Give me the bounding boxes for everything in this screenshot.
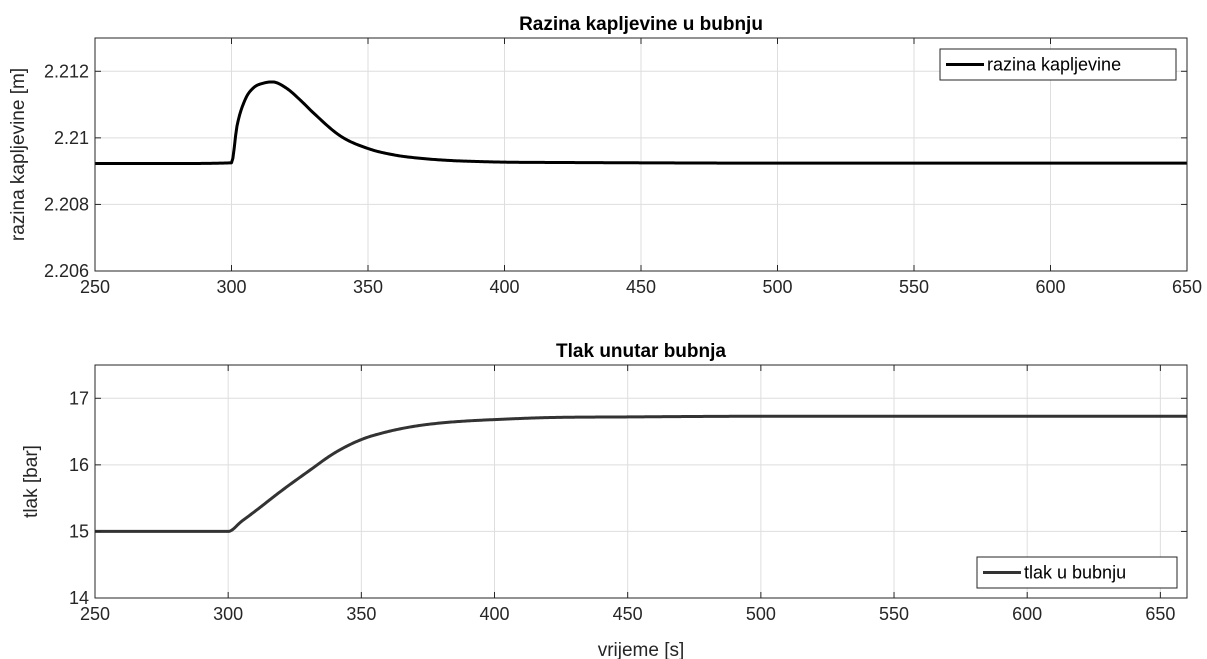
- chart-title-level: Razina kapljevine u bubnju: [519, 14, 763, 35]
- grid-pressure: [95, 365, 1187, 598]
- x-tick-label: 500: [746, 604, 776, 624]
- y-tick-label: 2.21: [54, 128, 89, 148]
- y-tick-label: 17: [69, 388, 89, 408]
- y-tick-label: 16: [69, 455, 89, 475]
- x-tick-label: 450: [626, 277, 656, 297]
- legend-level[interactable]: razina kapljevine: [939, 48, 1177, 81]
- legend-pressure[interactable]: tlak u bubnju: [976, 556, 1178, 589]
- legend-label-level: razina kapljevine: [987, 55, 1121, 75]
- chart-pressure: 250 300 350 400 450 500 550 600 650 14 15 16 17 Tlak…: [21, 341, 1188, 659]
- ticks-level: 250 300 350 400 450 500 550 600 650 2.206 2.208 2.2…: [44, 38, 1202, 297]
- y-axis-label-pressure: tlak [bar]: [21, 445, 42, 518]
- grid-level: [95, 38, 1187, 271]
- x-tick-label: 400: [479, 604, 509, 624]
- x-tick-label: 600: [1035, 277, 1065, 297]
- x-tick-label: 300: [216, 277, 246, 297]
- series-line: [94, 414, 1188, 533]
- y-axis-label-level: razina kapljevine [m]: [8, 68, 29, 241]
- y-tick-label: 14: [69, 588, 89, 608]
- x-tick-label: 600: [1012, 604, 1042, 624]
- y-tick-label: 2.212: [44, 61, 89, 81]
- chart-liquid-level: 250 300 350 400 450 500 550 600 650 2.206 2.208 2.2…: [8, 14, 1202, 297]
- series-line: [94, 80, 1188, 165]
- axes-box-pressure: [94, 364, 1188, 599]
- x-axis-label-pressure: vrijeme [s]: [598, 640, 685, 659]
- x-tick-label: 350: [346, 604, 376, 624]
- x-tick-label: 400: [489, 277, 519, 297]
- x-tick-label: 650: [1145, 604, 1175, 624]
- x-tick-label: 350: [353, 277, 383, 297]
- x-tick-label: 550: [879, 604, 909, 624]
- x-tick-label: 650: [1172, 277, 1202, 297]
- x-tick-label: 250: [80, 277, 110, 297]
- series-group-pressure: [94, 414, 1188, 533]
- legend-label-pressure: tlak u bubnju: [1024, 563, 1126, 583]
- ticks-pressure: 250 300 350 400 450 500 550 600 650 14 15 16 17: [69, 365, 1187, 624]
- y-tick-label: 2.206: [44, 261, 89, 281]
- chart-title-pressure: Tlak unutar bubnja: [556, 341, 726, 362]
- x-tick-label: 250: [80, 604, 110, 624]
- y-tick-label: 2.208: [44, 194, 89, 214]
- x-tick-label: 300: [213, 604, 243, 624]
- x-tick-label: 450: [613, 604, 643, 624]
- x-tick-label: 550: [899, 277, 929, 297]
- y-tick-label: 15: [69, 521, 89, 541]
- series-group-level: [94, 80, 1188, 165]
- x-tick-label: 500: [762, 277, 792, 297]
